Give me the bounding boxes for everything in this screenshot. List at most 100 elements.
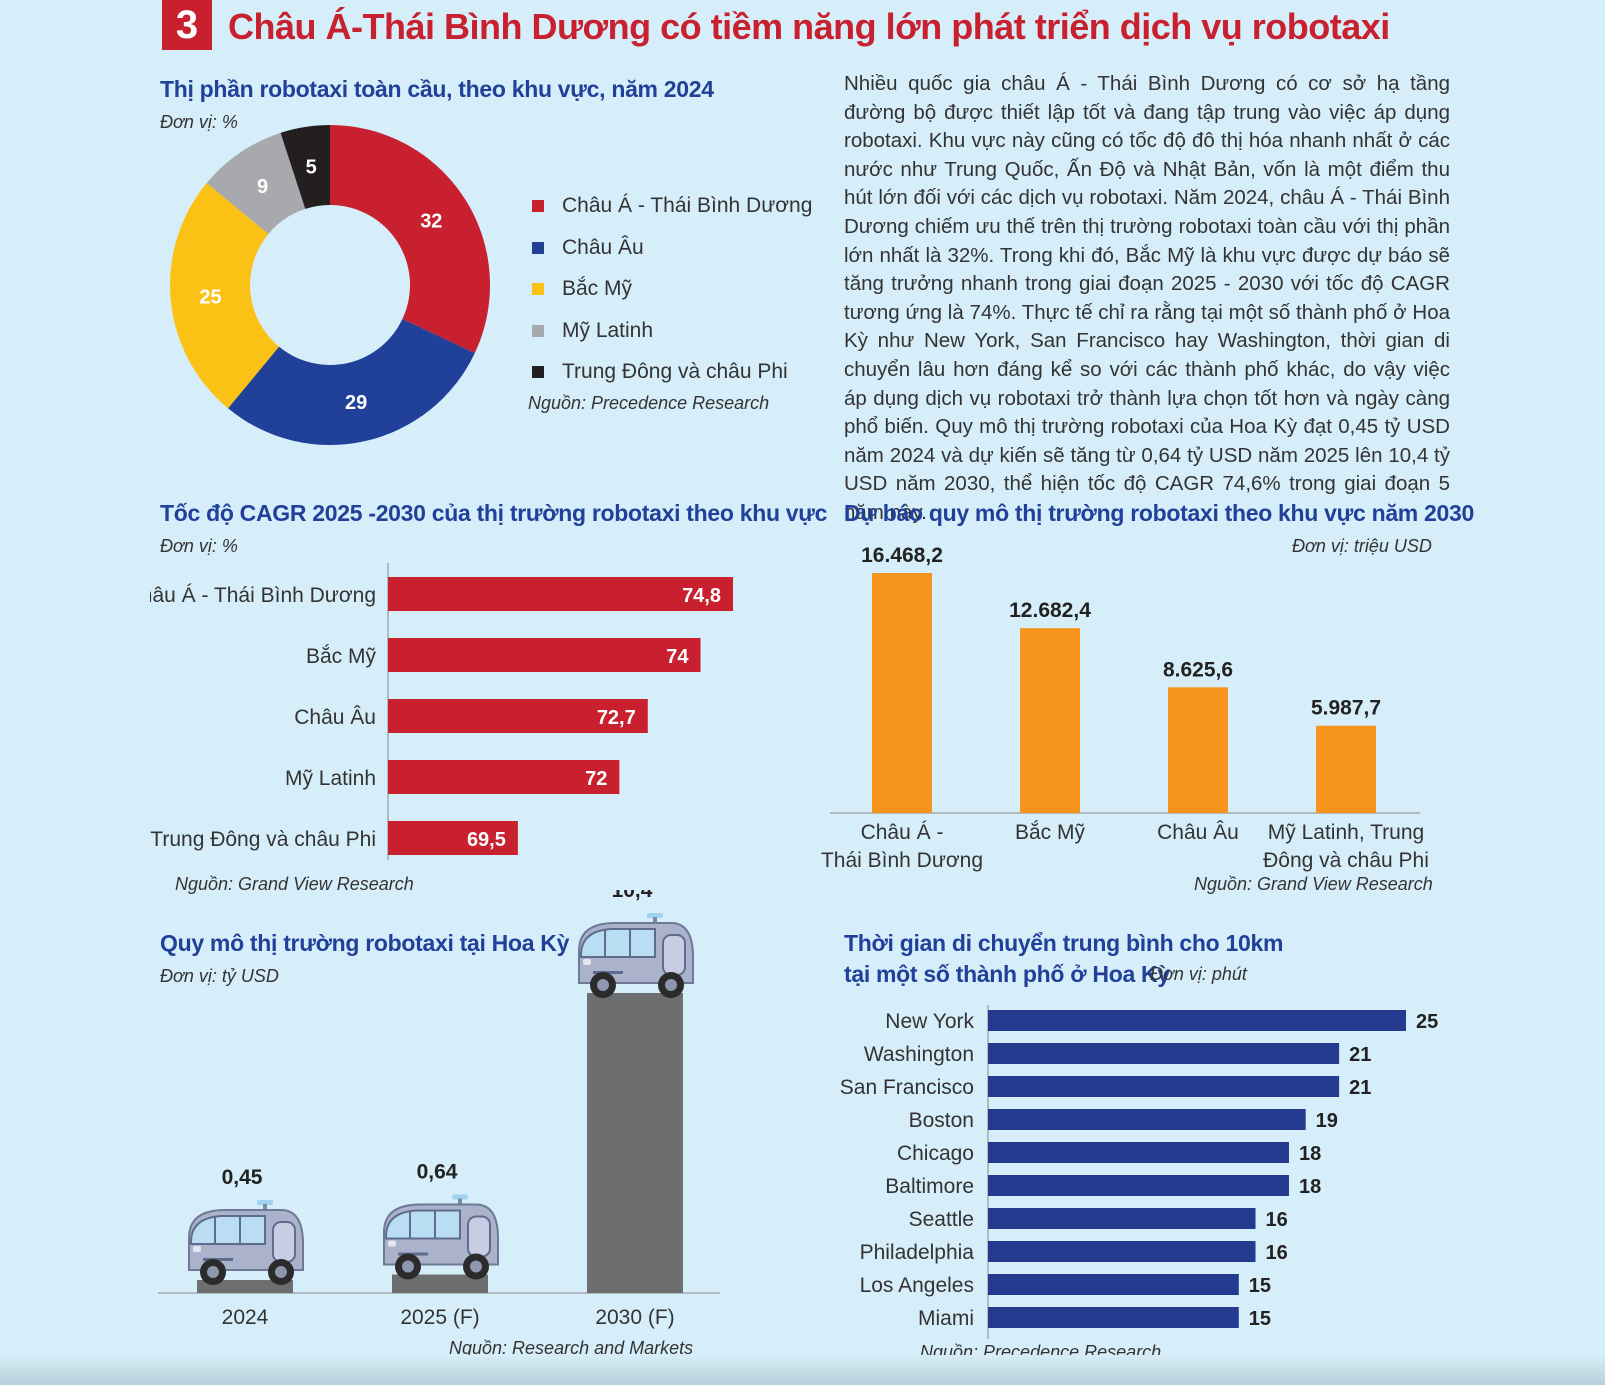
cagr-bar [388, 577, 733, 611]
travel-value-label: 19 [1316, 1110, 1338, 1132]
travel-value-label: 15 [1249, 1275, 1271, 1297]
car-sensor-post [653, 917, 657, 923]
legend-swatch [532, 200, 544, 212]
car-light [583, 959, 591, 965]
forecast-value-label: 5.987,7 [1311, 697, 1381, 720]
forecast-value-label: 16.468,2 [861, 544, 943, 567]
car-hub [402, 1260, 414, 1273]
car-hub [275, 1266, 287, 1279]
cagr-category-label: Bắc Mỹ [306, 645, 377, 668]
travel-category-label: Boston [909, 1109, 974, 1132]
legend-item: Châu Á - Thái Bình Dương [532, 194, 812, 218]
travel-bar [988, 1241, 1256, 1262]
cagr-category-label: Châu Âu [294, 706, 376, 729]
travel-bar [988, 1307, 1239, 1328]
pie-chart-title: Thị phần robotaxi toàn cầu, theo khu vực… [160, 76, 714, 102]
pie-slice-label: 32 [420, 211, 442, 233]
travel-value-label: 16 [1266, 1209, 1288, 1231]
car-sensor-post [458, 1198, 462, 1205]
car-window [190, 1215, 266, 1246]
car-window [385, 1209, 461, 1240]
pie-slice [206, 132, 306, 235]
travel-bar [988, 1076, 1340, 1097]
car-hub [597, 979, 609, 991]
us-chart-source: Nguồn: Research and Markets [449, 1338, 694, 1358]
forecast-chart: 16.468,2 Châu Á - Thái Bình Dương 12.682,4 B… [821, 544, 1429, 872]
cagr-value-label: 74 [666, 646, 689, 668]
cagr-category-label: Trung Đông và châu Phi [150, 828, 376, 851]
page-title: Châu Á-Thái Bình Dương có tiềm năng lớn … [228, 6, 1390, 47]
travel-bar [988, 1109, 1306, 1130]
travel-bar [988, 1274, 1239, 1295]
us-chart-unit: Đơn vị: tỷ USD [160, 966, 279, 986]
forecast-value-label: 8.625,6 [1163, 658, 1233, 681]
pie-slice [330, 125, 491, 354]
cagr-chart-unit: Đơn vị: % [160, 536, 238, 556]
us-category-label: 2024 [222, 1306, 269, 1329]
us-chart: 0,45 2024 0,64 2025 (F) 10,4 2030 (F) [158, 890, 720, 1329]
travel-bar [988, 1175, 1289, 1196]
car-hub [470, 1260, 482, 1273]
pie-chart-unit: Đơn vị: % [160, 112, 238, 132]
legend-swatch [532, 241, 544, 254]
travel-category-label: New York [885, 1010, 974, 1033]
pie-chart-source: Nguồn: Precedence Research [528, 393, 770, 413]
us-bar [392, 1274, 488, 1293]
legend-label: Mỹ Latinh [562, 318, 654, 342]
body-paragraph: Nhiều quốc gia châu Á - Thái Bình Dương … [844, 72, 1450, 524]
cagr-category-label: Mỹ Latinh [285, 767, 376, 790]
forecast-chart-title: Dự báo quy mô thị trường robotaxi theo k… [844, 500, 1475, 526]
car-grille [398, 1252, 428, 1256]
footer-shadow [0, 1355, 1605, 1385]
robotaxi-icon [383, 1194, 499, 1280]
travel-chart-title-line2: tại một số thành phố ở Hoa Kỳ [844, 961, 1170, 987]
pie-slice [170, 183, 280, 409]
cagr-value-label: 72 [585, 768, 607, 790]
robotaxi-icon [578, 913, 694, 998]
travel-category-label: Los Angeles [860, 1274, 974, 1297]
forecast-bar [1316, 725, 1376, 813]
legend-item: Bắc Mỹ [532, 277, 632, 301]
travel-category-label: Baltimore [885, 1175, 974, 1198]
travel-bar [988, 1208, 1256, 1229]
legend-item: Trung Đông và châu Phi [532, 360, 788, 384]
car-light [193, 1246, 201, 1253]
forecast-category-label: Thái Bình Dương [821, 849, 983, 872]
forecast-bar [872, 573, 932, 813]
pie-slice-label: 29 [345, 392, 367, 414]
legend-label: Châu Âu [562, 235, 644, 259]
forecast-bar [1020, 628, 1080, 813]
car-door [662, 934, 686, 976]
car-hub [665, 979, 677, 991]
cagr-value-label: 74,8 [682, 585, 721, 607]
travel-value-label: 18 [1299, 1176, 1321, 1198]
travel-bar [988, 1142, 1289, 1163]
car-sensor [647, 913, 663, 918]
forecast-bar [1168, 687, 1228, 813]
legend-swatch [532, 324, 544, 337]
travel-category-label: Washington [864, 1043, 974, 1066]
forecast-category-label: Mỹ Latinh, Trung [1268, 821, 1424, 844]
us-category-label: 2030 (F) [595, 1306, 674, 1329]
cagr-category-label: Châu Á - Thái Bình Dương [150, 584, 376, 607]
travel-chart-unit: Đơn vị: phút [1150, 964, 1247, 984]
legend-swatch [532, 283, 544, 295]
cagr-value-label: 72,7 [597, 707, 636, 729]
us-bar [587, 993, 683, 1293]
car-sensor [257, 1200, 273, 1206]
forecast-chart-unit: Đơn vị: triệu USD [1292, 536, 1432, 556]
us-value-label: 10,4 [612, 890, 653, 902]
cagr-bar [388, 760, 620, 794]
travel-category-label: Seattle [909, 1208, 974, 1231]
pie-slice-label: 5 [306, 156, 317, 178]
cagr-chart: 74,8 Châu Á - Thái Bình Dương 74 Bắc Mỹ 72,7… [150, 563, 733, 860]
cagr-bar [388, 638, 701, 672]
legend-label: Trung Đông và châu Phi [562, 360, 788, 383]
travel-chart: 25 New York 21 Washington 21 San Francisco 19 B… [840, 1005, 1438, 1339]
forecast-category-label: Đông và châu Phi [1263, 849, 1429, 872]
legend-swatch [532, 366, 544, 378]
cagr-bar [388, 699, 648, 733]
travel-value-label: 18 [1299, 1143, 1321, 1165]
travel-bar [988, 1043, 1340, 1064]
section-number: 3 [162, 0, 212, 50]
